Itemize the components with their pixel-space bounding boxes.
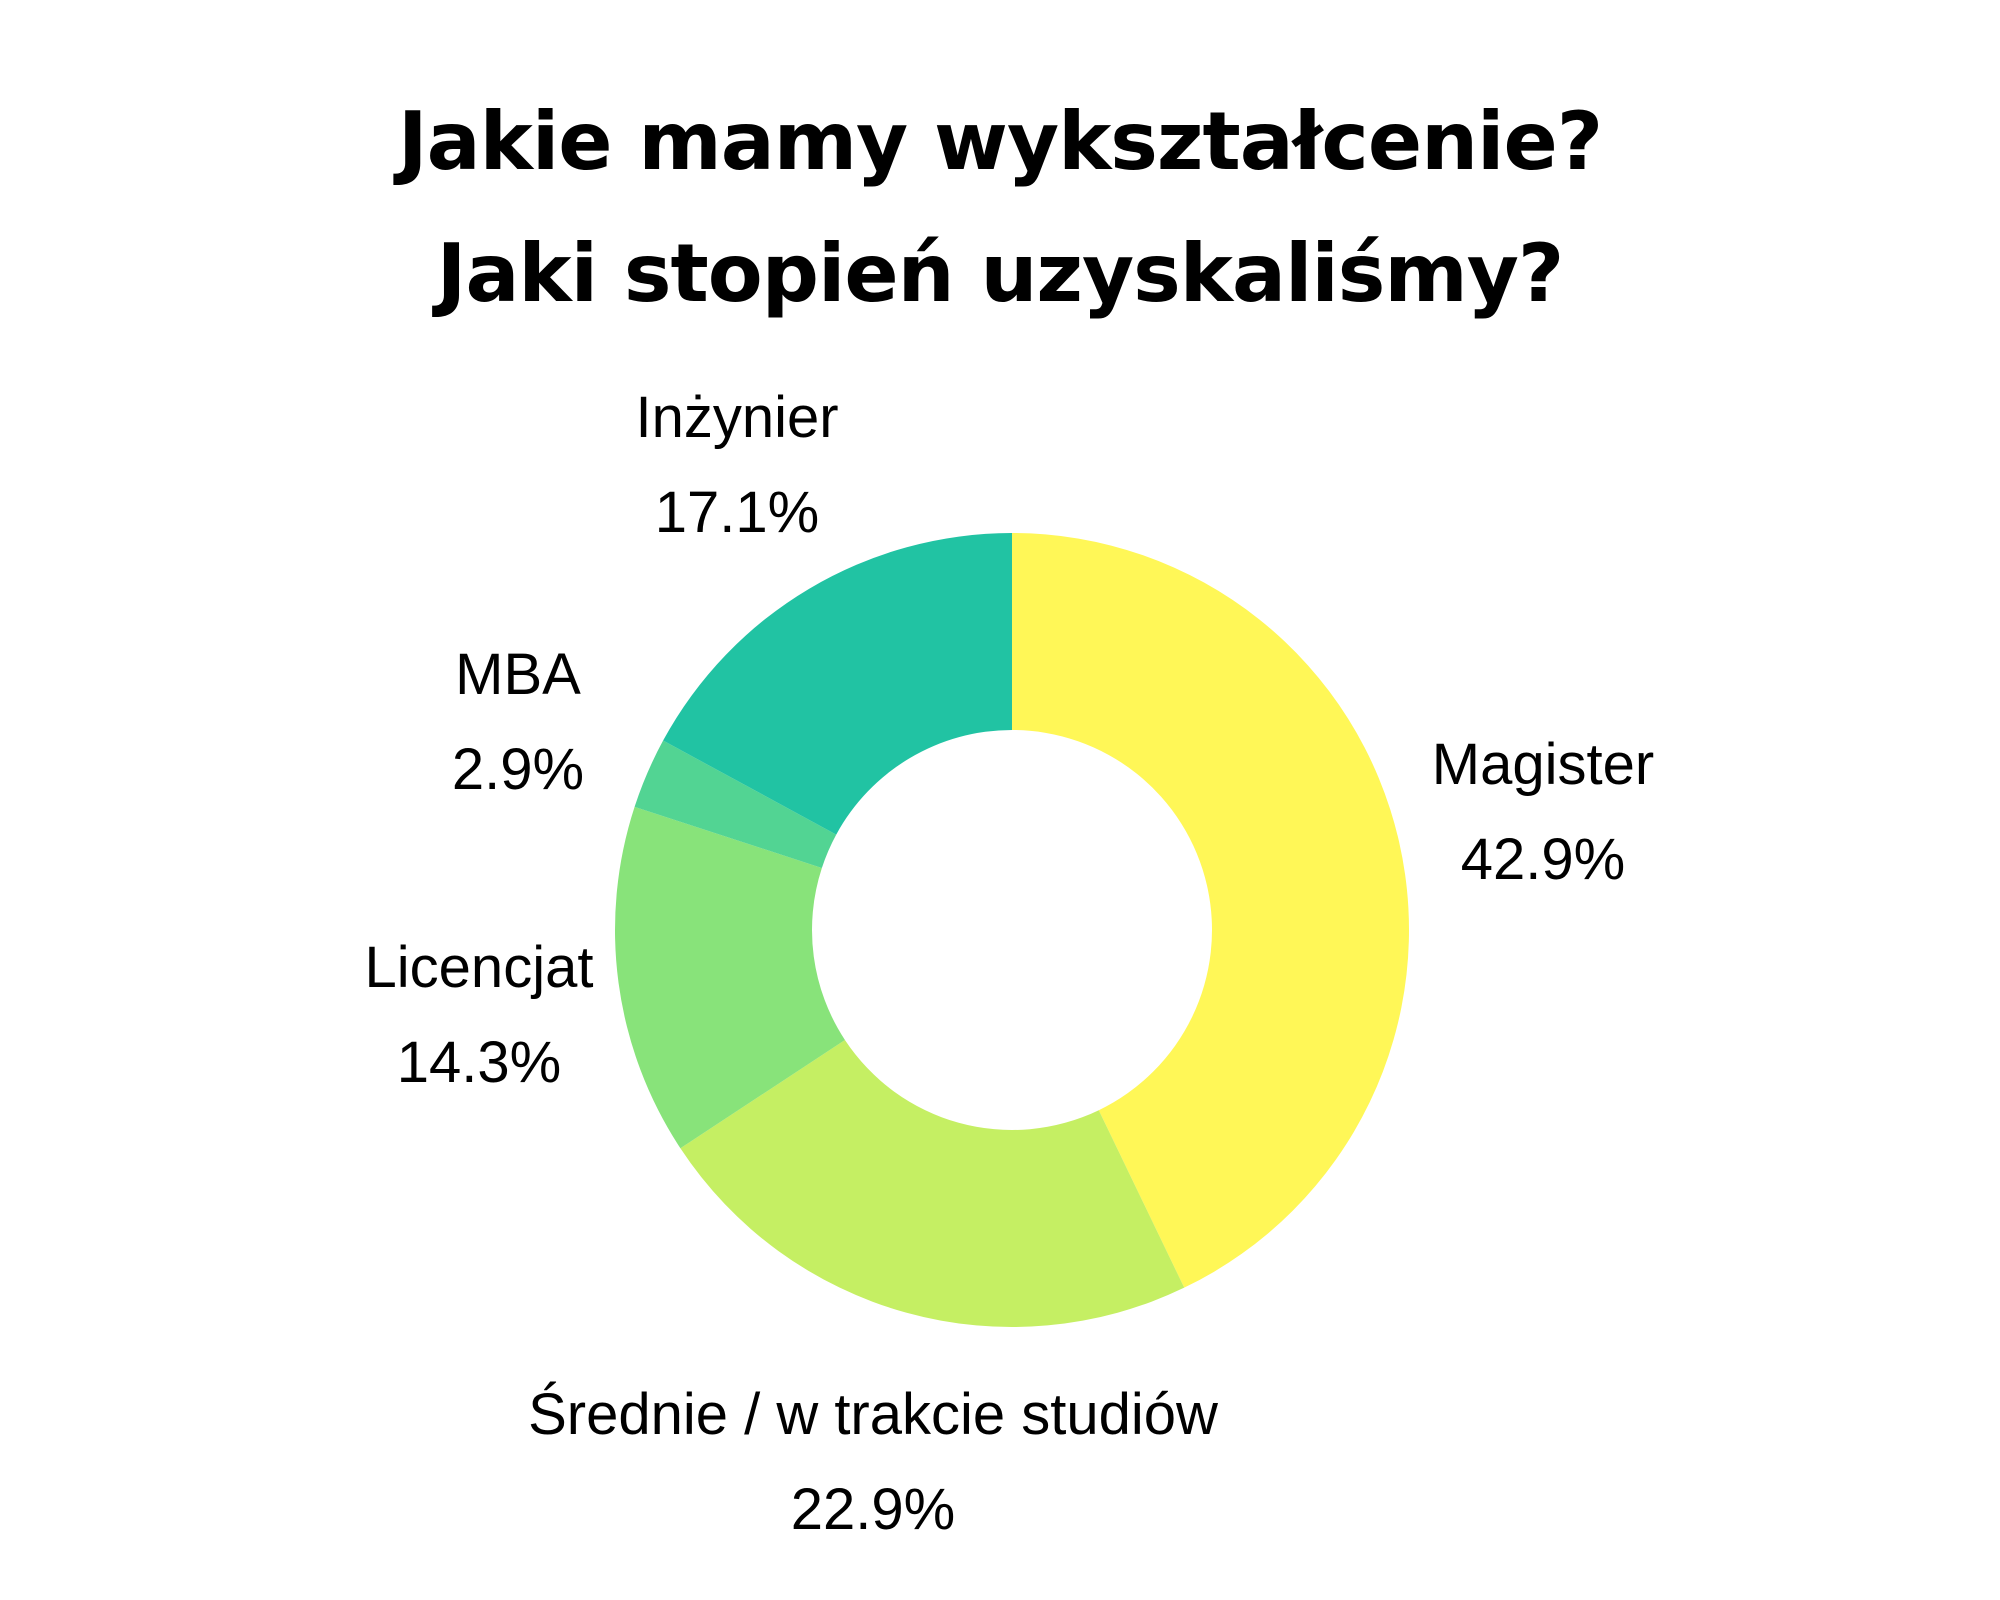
slice-licencjat bbox=[615, 806, 845, 1149]
slice-value-licencjat: 14.3% bbox=[397, 1030, 561, 1095]
chart-title-line-2: Jaki stopień uzyskaliśmy? bbox=[436, 227, 1565, 320]
slice-label-srednie-w-trakcie-studiow: Średnie / w trakcie studiów bbox=[528, 1382, 1219, 1447]
chart-title-line-1: Jakie mamy wykształcenie? bbox=[397, 95, 1603, 188]
slice-magister bbox=[1012, 533, 1409, 1288]
slice-label-magister: Magister bbox=[1432, 732, 1654, 797]
slice-inzynier bbox=[663, 533, 1012, 835]
slice-mba bbox=[634, 740, 837, 868]
labels-group: Magister 42.9% Średnie / w trakcie studiów… bbox=[365, 385, 1655, 1542]
slice-value-mba: 2.9% bbox=[452, 737, 584, 802]
slices-group bbox=[615, 533, 1409, 1327]
slice-label-inzynier: Inżynier bbox=[635, 385, 838, 450]
slice-label-licencjat: Licencjat bbox=[365, 935, 594, 1000]
slice-srednie-w-trakcie-studiow bbox=[680, 1039, 1185, 1327]
slice-value-srednie-w-trakcie-studiow: 22.9% bbox=[791, 1477, 955, 1542]
slice-value-inzynier: 17.1% bbox=[655, 480, 819, 545]
slice-value-magister: 42.9% bbox=[1461, 827, 1625, 892]
slice-label-mba: MBA bbox=[455, 642, 581, 707]
